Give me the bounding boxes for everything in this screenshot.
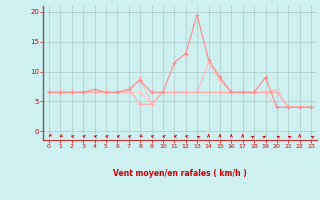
X-axis label: Vent moyen/en rafales ( km/h ): Vent moyen/en rafales ( km/h ) xyxy=(113,169,247,178)
